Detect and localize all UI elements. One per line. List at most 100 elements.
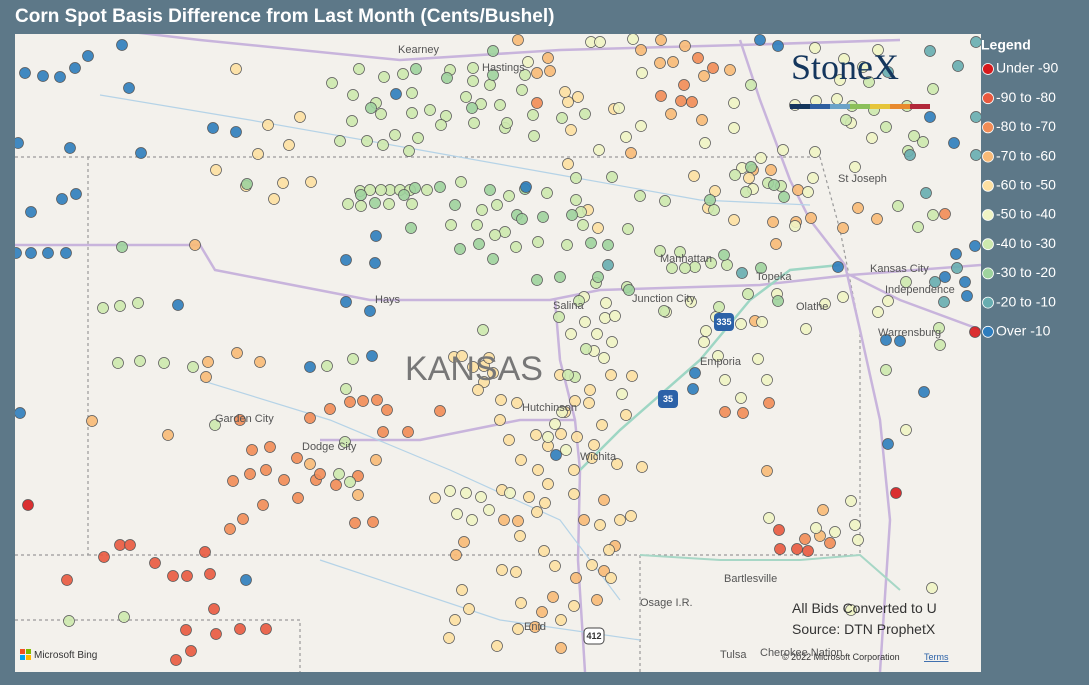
bid-point bbox=[912, 221, 924, 233]
bid-point bbox=[476, 204, 488, 216]
state-label: KANSAS bbox=[405, 350, 543, 388]
bid-points bbox=[15, 34, 981, 666]
bid-point bbox=[605, 369, 617, 381]
bid-point bbox=[708, 204, 720, 216]
city-label: Hays bbox=[375, 294, 401, 306]
bid-point bbox=[484, 79, 496, 91]
bid-point bbox=[770, 238, 782, 250]
bid-point bbox=[688, 170, 700, 182]
bid-point bbox=[208, 603, 220, 615]
bid-point bbox=[402, 426, 414, 438]
bid-point bbox=[531, 67, 543, 79]
bid-point bbox=[487, 253, 499, 265]
bid-point bbox=[772, 40, 784, 52]
bid-point bbox=[60, 247, 72, 259]
bid-point bbox=[678, 79, 690, 91]
bid-point bbox=[761, 465, 773, 477]
bid-point bbox=[880, 334, 892, 346]
bid-point bbox=[592, 271, 604, 283]
city-label: Bartlesville bbox=[724, 573, 777, 585]
bid-point bbox=[555, 614, 567, 626]
bid-point bbox=[86, 415, 98, 427]
bid-point bbox=[536, 606, 548, 618]
map[interactable]: Kearney Hastings St Joseph Manhattan Top… bbox=[11, 20, 982, 672]
bid-point bbox=[244, 468, 256, 480]
bid-point bbox=[466, 102, 478, 114]
bid-point bbox=[403, 145, 415, 157]
bid-point bbox=[471, 219, 483, 231]
shield bbox=[658, 390, 678, 408]
bid-point bbox=[204, 568, 216, 580]
bid-point bbox=[728, 122, 740, 134]
bid-point bbox=[510, 241, 522, 253]
bid-point bbox=[344, 396, 356, 408]
bid-point bbox=[752, 353, 764, 365]
bid-point bbox=[528, 130, 540, 142]
bid-point bbox=[600, 297, 612, 309]
bid-point bbox=[845, 495, 857, 507]
bid-point bbox=[467, 75, 479, 87]
bid-point bbox=[622, 223, 634, 235]
bid-point bbox=[477, 324, 489, 336]
bid-point bbox=[234, 623, 246, 635]
bid-point bbox=[397, 68, 409, 80]
bid-point bbox=[349, 517, 361, 529]
bid-point bbox=[539, 497, 551, 509]
bid-point bbox=[167, 570, 179, 582]
bid-point bbox=[754, 34, 766, 46]
bid-point bbox=[463, 603, 475, 615]
bid-point bbox=[291, 452, 303, 464]
bid-point bbox=[97, 302, 109, 314]
bid-point bbox=[700, 325, 712, 337]
bid-point bbox=[468, 117, 480, 129]
bid-point bbox=[686, 96, 698, 108]
legend-swatch bbox=[982, 63, 994, 75]
bid-point bbox=[515, 597, 527, 609]
bid-point bbox=[636, 461, 648, 473]
bid-point bbox=[410, 63, 422, 75]
bid-point bbox=[685, 296, 697, 308]
city-label: Warrensburg bbox=[878, 327, 941, 339]
bid-point bbox=[25, 247, 37, 259]
bid-point bbox=[185, 645, 197, 657]
bid-point bbox=[487, 367, 499, 379]
bid-point bbox=[705, 257, 717, 269]
bid-point bbox=[487, 69, 499, 81]
bid-point bbox=[620, 131, 632, 143]
bid-point bbox=[774, 543, 786, 555]
legend-label: -80 to -70 bbox=[996, 118, 1056, 134]
bid-point bbox=[970, 111, 981, 123]
bid-point bbox=[456, 350, 468, 362]
bid-point bbox=[530, 429, 542, 441]
bid-point bbox=[852, 534, 864, 546]
city-label: Manhattan bbox=[660, 253, 712, 265]
bid-point bbox=[908, 130, 920, 142]
bid-point bbox=[704, 194, 716, 206]
bid-point bbox=[566, 209, 578, 221]
bid-point bbox=[900, 424, 912, 436]
bid-point bbox=[802, 186, 814, 198]
bid-point bbox=[674, 246, 686, 258]
bid-point bbox=[538, 545, 550, 557]
bid-point bbox=[207, 122, 219, 134]
bid-point bbox=[627, 34, 639, 45]
bid-point bbox=[602, 239, 614, 251]
bid-point bbox=[719, 374, 731, 386]
bid-point bbox=[659, 195, 671, 207]
bid-point bbox=[520, 181, 532, 193]
bid-point bbox=[773, 524, 785, 536]
bid-point bbox=[473, 238, 485, 250]
bid-point bbox=[441, 72, 453, 84]
bid-point bbox=[598, 565, 610, 577]
bid-point bbox=[625, 510, 637, 522]
highways bbox=[15, 34, 981, 672]
bid-point bbox=[352, 489, 364, 501]
bid-point bbox=[598, 352, 610, 364]
bid-point bbox=[698, 336, 710, 348]
bid-point bbox=[450, 549, 462, 561]
bid-point bbox=[330, 479, 342, 491]
terms-link[interactable]: Terms bbox=[924, 652, 949, 662]
bid-point bbox=[516, 213, 528, 225]
